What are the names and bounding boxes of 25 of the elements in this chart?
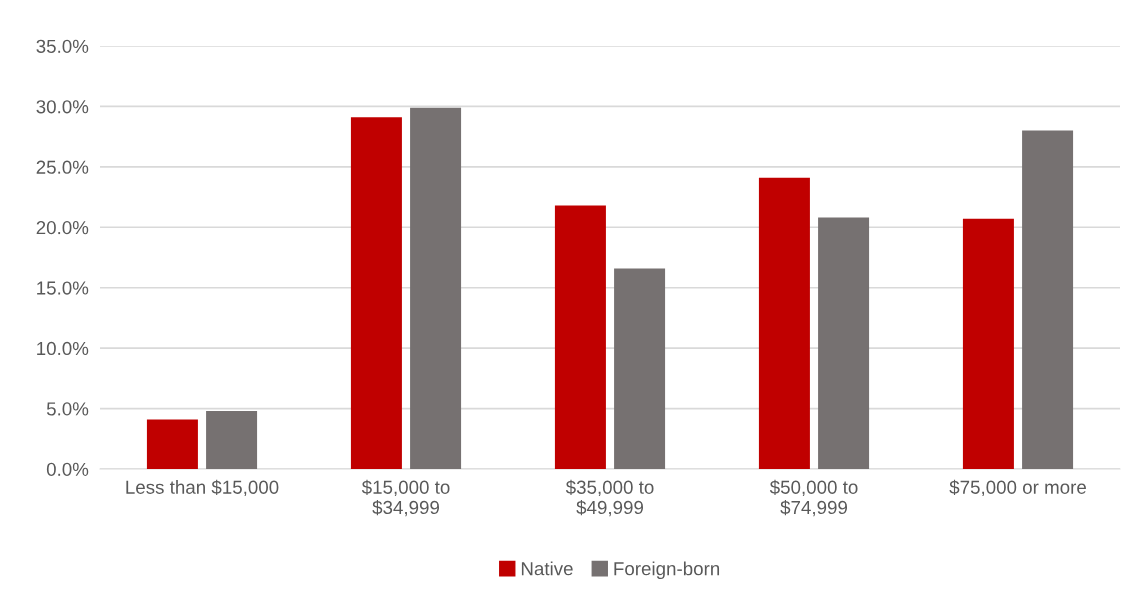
y-tick-label: 35.0%: [36, 39, 89, 53]
x-tick-label: Less than $15,000: [126, 479, 279, 497]
y-tick-label: 0.0%: [46, 462, 89, 476]
bar: [350, 117, 402, 469]
bar: [410, 107, 462, 469]
y-tick-label: 10.0%: [37, 341, 89, 356]
y-tick-label: 5.0%: [46, 402, 89, 416]
bar: [554, 205, 606, 469]
x-tick-label: $35,000 to $49,999: [565, 479, 654, 517]
bar: [962, 218, 1014, 469]
bar: [614, 268, 666, 469]
bar: [818, 217, 870, 469]
legend-label: Foreign-born: [614, 561, 720, 580]
bar: [146, 419, 198, 469]
y-tick-label: 30.0%: [36, 100, 89, 114]
legend-label: Native: [521, 561, 573, 576]
x-tick-label: $50,000 to $74,999: [769, 479, 858, 517]
bar: [758, 177, 810, 469]
y-tick-label: 15.0%: [37, 281, 89, 295]
bar: [1022, 130, 1074, 469]
bar: [206, 410, 258, 469]
x-tick-label: $75,000 or more: [949, 479, 1086, 497]
x-tick-label: $15,000 to $34,999: [361, 479, 450, 517]
y-tick-label: 20.0%: [36, 220, 89, 235]
y-tick-label: 25.0%: [36, 160, 89, 174]
